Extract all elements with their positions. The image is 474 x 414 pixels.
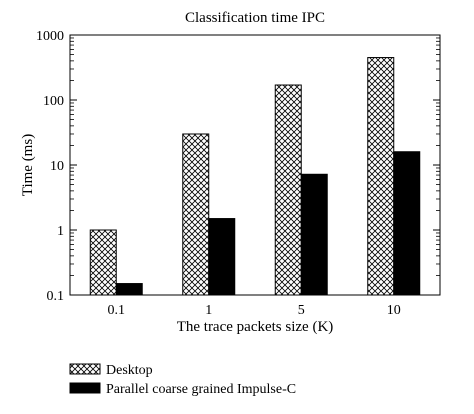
y-axis: 0.1 1 10 100 1000 [36,29,440,304]
legend-swatch [69,382,101,394]
bar-impulse-c [300,173,328,296]
bar-impulse-c [115,283,143,296]
x-tick-label: 0.1 [108,303,126,318]
legend-swatch [69,363,101,375]
x-tick-label: 5 [298,303,305,318]
bar-desktop [182,133,210,296]
bar-impulse-c [393,151,421,296]
x-axis: 0.1 1 5 10 [108,289,401,318]
y-axis-label: Time (ms) [20,134,36,196]
x-axis-label: The trace packets size (K) [177,319,334,335]
legend-label: Parallel coarse grained Impulse-C [106,382,296,397]
legend: Desktop Parallel coarse grained Impulse-C [69,363,296,397]
y-tick-label: 100 [43,94,64,109]
y-tick-label: 1 [57,224,64,239]
x-tick-label: 1 [205,303,212,318]
x-tick-label: 10 [387,303,401,318]
y-tick-label: 0.1 [47,289,65,304]
bar-desktop [367,57,395,296]
bar-desktop [274,84,302,296]
chart-title: Classification time IPC [185,10,325,26]
bars [89,57,421,296]
legend-label: Desktop [106,363,153,378]
y-tick-label: 1000 [36,29,64,44]
bar-desktop [89,229,117,296]
bar-impulse-c [208,218,236,296]
y-tick-label: 10 [50,159,64,174]
